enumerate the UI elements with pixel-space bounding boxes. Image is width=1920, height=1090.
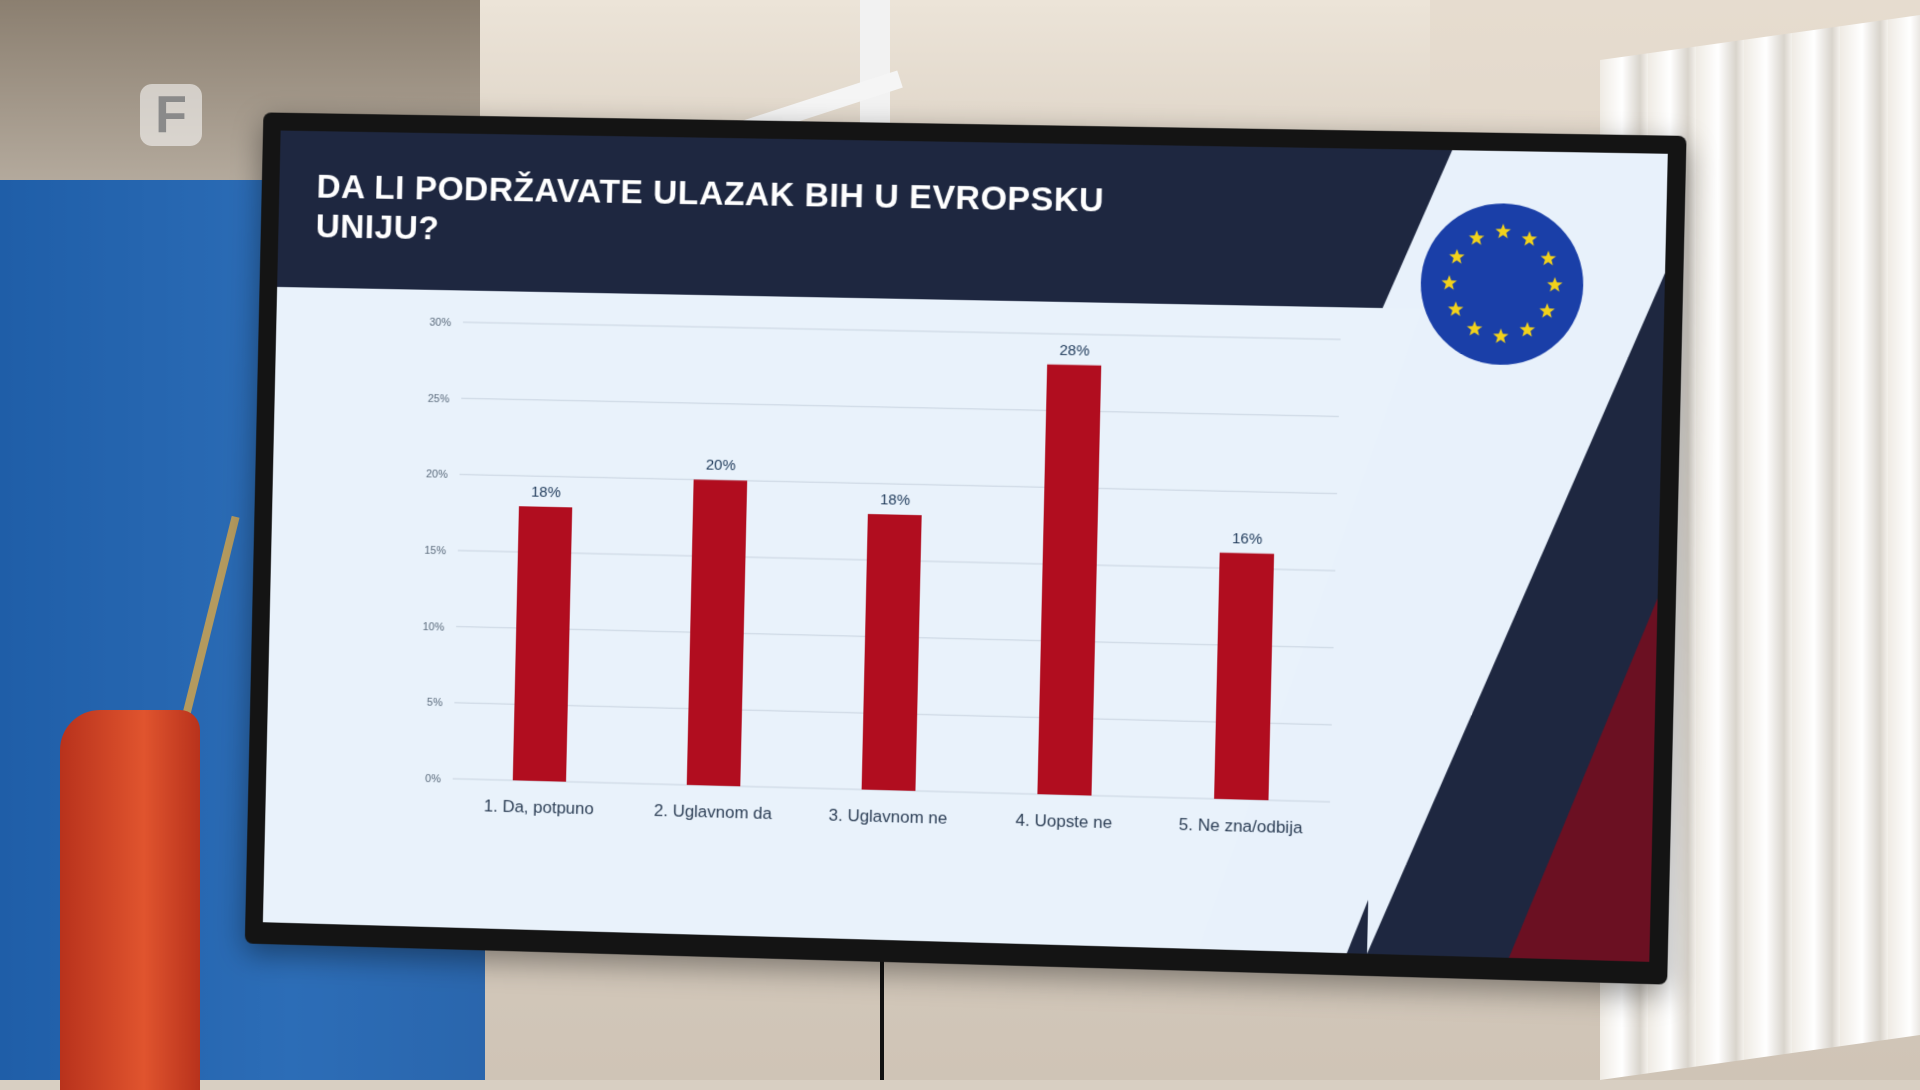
y-tick-label: 25%: [428, 393, 450, 405]
bar-chart: 0% 5% 10% 15% 20% 25% 30% 18% 20% 18% 28% 16% 1. D…: [353, 301, 1362, 883]
y-tick-label: 10%: [423, 621, 445, 633]
value-label: 18%: [531, 485, 561, 502]
x-tick-label: 4. Uopste ne: [1015, 811, 1112, 833]
y-tick-label: 20%: [426, 469, 448, 481]
bar: [1037, 364, 1101, 795]
y-tick-label: 15%: [424, 545, 446, 557]
value-label: 28%: [1059, 343, 1089, 360]
x-tick-label: 5. Ne zna/odbija: [1179, 815, 1304, 838]
y-tick-label: 30%: [429, 317, 451, 329]
presentation-slide: DA LI PODRŽAVATE ULAZAK BIH U EVROPSKU U…: [263, 131, 1668, 962]
y-axis-ticks: 0% 5% 10% 15% 20% 25% 30%: [419, 317, 451, 786]
grid-line: [460, 474, 1338, 493]
channel-logo: F: [140, 84, 202, 146]
value-label: 20%: [706, 458, 736, 475]
y-tick-label: 5%: [427, 697, 443, 709]
bar: [513, 506, 572, 782]
x-tick-label: 3. Uglavnom ne: [828, 806, 947, 828]
y-tick-label: 0%: [425, 773, 441, 785]
x-axis-labels: 1. Da, potpuno 2. Uglavnom da 3. Uglavnom …: [484, 796, 1304, 837]
tv-monitor: DA LI PODRŽAVATE ULAZAK BIH U EVROPSKU U…: [245, 112, 1687, 984]
grid-line: [463, 322, 1341, 339]
slide-title: DA LI PODRŽAVATE ULAZAK BIH U EVROPSKU U…: [315, 167, 1211, 263]
bar: [862, 514, 922, 791]
chart-bars: [513, 354, 1279, 800]
bar: [687, 480, 747, 787]
value-label: 16%: [1232, 531, 1263, 548]
grid-line: [461, 398, 1339, 416]
value-label: 18%: [880, 492, 910, 509]
x-tick-label: 1. Da, potpuno: [484, 796, 594, 818]
eu-flag-icon: [1419, 202, 1585, 366]
flag: [60, 710, 200, 1090]
slide-title-line-2: UNIJU?: [315, 207, 439, 247]
bar: [1214, 553, 1274, 801]
x-tick-label: 2. Uglavnom da: [654, 801, 773, 823]
